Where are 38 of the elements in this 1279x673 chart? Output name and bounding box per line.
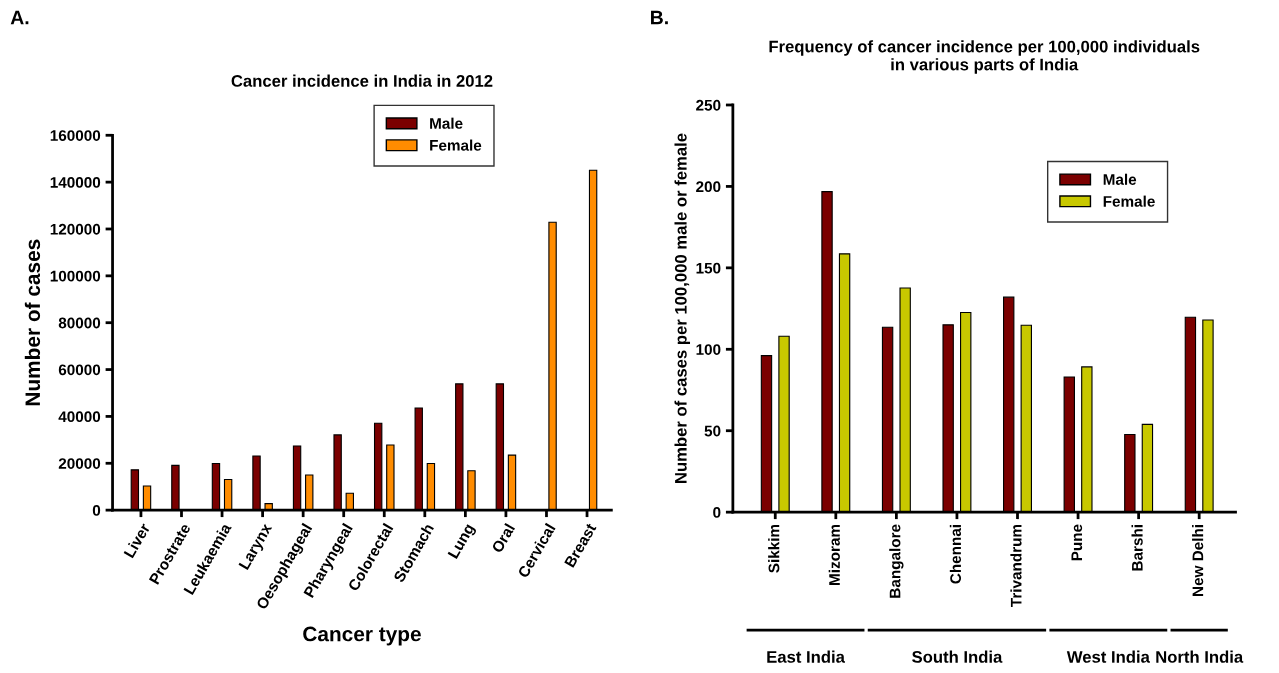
text: West India: [1066, 650, 1150, 663]
y-tick-label: 0: [92, 505, 101, 516]
y-tick-label: 200: [696, 181, 721, 193]
chart-title: Cancer incidence in India in 2012: [231, 74, 493, 87]
text: South India: [912, 650, 1003, 663]
y-tick-label: 120000: [50, 223, 101, 235]
y-tick-label: 150: [696, 262, 721, 274]
legend-label: Female: [430, 139, 482, 151]
chart-title: Frequency of cancer incidence per 100,000 individuals in various parts of India: [769, 40, 1200, 74]
x-tick-label: Chennai: [949, 525, 962, 584]
legend-label: Male: [1103, 173, 1137, 185]
x-tick-label: New Delhi: [1192, 525, 1204, 596]
y-tick-label: 40000: [58, 411, 101, 423]
text: East India: [767, 650, 846, 663]
y-tick-label: 160000: [50, 130, 101, 141]
x-axis-title: Cancer type: [303, 626, 421, 646]
y-tick-label: 100000: [50, 270, 101, 282]
y-tick-label: 50: [704, 425, 721, 437]
y-tick-label: 0: [713, 507, 721, 518]
y-tick-label: 60000: [58, 364, 101, 376]
x-tick-label: Pune: [1071, 524, 1083, 561]
x-tick-label: Sikkim: [768, 524, 780, 573]
legend-label: Male: [430, 117, 463, 129]
y-axis-title: Number of cases: [24, 239, 41, 406]
legend-label: Female: [1103, 195, 1155, 207]
text: North India: [1156, 650, 1244, 663]
y-tick-label: 140000: [50, 177, 101, 188]
x-tick-label: Mizoram: [828, 524, 840, 585]
x-tick-label: Trivandrum: [1010, 524, 1022, 607]
x-tick-label: Barshi: [1131, 525, 1143, 571]
x-tick-label: Bangalore: [889, 524, 904, 598]
text: A.: [10, 10, 29, 25]
y-tick-label: 250: [696, 99, 721, 111]
y-tick-label: 80000: [58, 317, 101, 329]
y-tick-label: 20000: [58, 458, 101, 469]
text: B.: [651, 10, 668, 25]
y-tick-label: 100: [696, 344, 721, 355]
y-axis-title: Number of cases per 100,000 male or female: [674, 133, 691, 483]
